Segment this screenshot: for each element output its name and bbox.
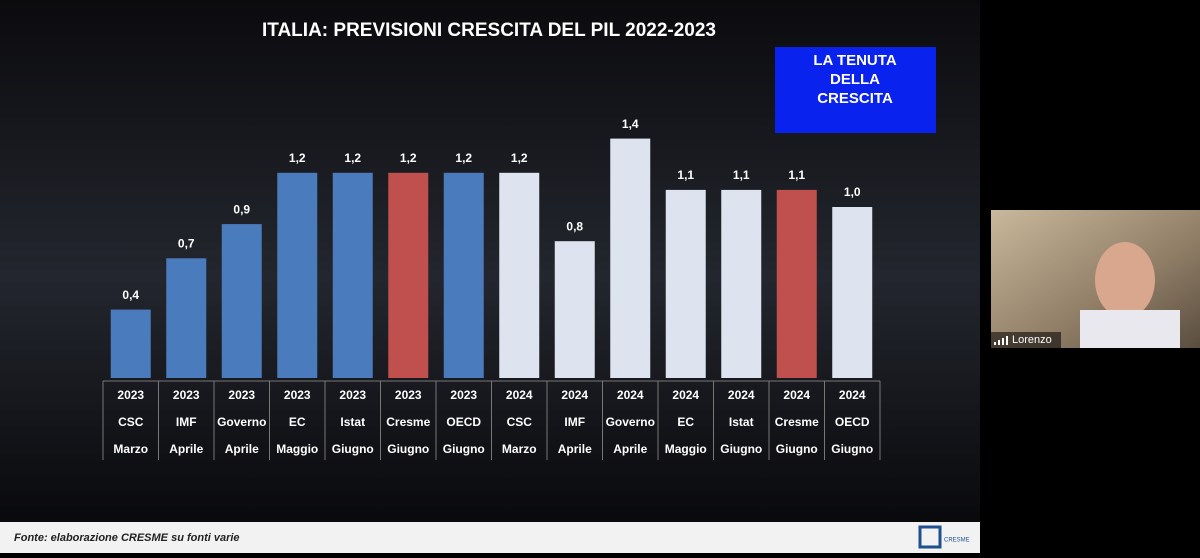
x-month: Aprile [558, 442, 592, 456]
x-source: Governo [606, 415, 655, 429]
x-month: Aprile [613, 442, 647, 456]
x-source: OECD [835, 415, 870, 429]
x-source: IMF [564, 415, 585, 429]
bar [277, 172, 318, 378]
highlight-line: DELLA [830, 71, 880, 88]
x-year: 2024 [728, 388, 755, 402]
x-month: Giugno [443, 442, 485, 456]
value-label: 1,1 [788, 168, 805, 182]
source-note: Fonte: elaborazione CRESME su fonti vari… [14, 532, 240, 544]
bar [221, 224, 262, 378]
x-month: Aprile [169, 442, 203, 456]
value-label: 1,2 [511, 151, 528, 165]
x-month: Giugno [387, 442, 429, 456]
chart-title: ITALIA: PREVISIONI CRESCITA DEL PIL 2022… [262, 20, 716, 41]
highlight-line: LA TENUTA [813, 52, 896, 69]
bar [332, 172, 373, 378]
bar [721, 189, 762, 378]
bar [110, 309, 151, 378]
bar [554, 241, 595, 378]
x-source: CSC [507, 415, 533, 429]
x-year: 2024 [839, 388, 866, 402]
bar [388, 172, 429, 378]
bar [166, 258, 207, 378]
x-year: 2023 [117, 388, 144, 402]
x-source: Governo [217, 415, 266, 429]
name-tag [991, 332, 1061, 348]
value-label: 1,1 [677, 168, 694, 182]
slide-footer [0, 522, 980, 553]
x-source: Cresme [775, 415, 819, 429]
highlight-line: CRESCITA [817, 90, 893, 107]
x-source: EC [289, 415, 306, 429]
value-label: 1,2 [400, 151, 417, 165]
highlight-box [775, 47, 936, 133]
highlight-box-text: LA TENUTA DELLA CRESCITA [813, 52, 896, 107]
x-year: 2023 [395, 388, 422, 402]
x-month: Marzo [113, 442, 148, 456]
chart: 0,4 2023 CSC Marzo 0,7 2023 IMF Aprile 0,9 2023 Go… [102, 117, 881, 460]
value-label: 0,4 [122, 288, 139, 302]
x-source: EC [677, 415, 694, 429]
x-year: 2023 [228, 388, 255, 402]
x-source: CSC [118, 415, 144, 429]
x-year: 2024 [506, 388, 533, 402]
bar [443, 172, 484, 378]
value-label: 1,0 [844, 185, 861, 199]
value-label: 0,9 [233, 202, 250, 216]
x-month: Aprile [225, 442, 259, 456]
logo-icon [918, 525, 942, 549]
logo-text: CRESME [944, 538, 970, 544]
bar [665, 189, 706, 378]
value-label: 1,4 [622, 117, 639, 131]
x-month: Marzo [502, 442, 537, 456]
x-month: Giugno [720, 442, 762, 456]
x-month: Giugno [776, 442, 818, 456]
x-source: OECD [446, 415, 481, 429]
x-source: IMF [176, 415, 197, 429]
signal-icon [994, 336, 1008, 345]
value-label: 1,2 [344, 151, 361, 165]
x-source: Istat [729, 415, 754, 429]
bar [832, 207, 873, 378]
x-month: Maggio [276, 442, 318, 456]
value-label: 1,2 [455, 151, 472, 165]
value-label: 1,1 [733, 168, 750, 182]
x-month: Giugno [332, 442, 374, 456]
value-label: 1,2 [289, 151, 306, 165]
x-year: 2024 [561, 388, 588, 402]
x-source: Cresme [386, 415, 430, 429]
x-source: Istat [340, 415, 365, 429]
x-month: Maggio [665, 442, 707, 456]
bar [499, 172, 540, 378]
bar [776, 189, 817, 378]
x-year: 2024 [783, 388, 810, 402]
x-month: Giugno [831, 442, 873, 456]
x-year: 2024 [672, 388, 699, 402]
x-year: 2023 [450, 388, 477, 402]
value-label: 0,7 [178, 236, 195, 250]
bar [610, 138, 651, 378]
x-year: 2023 [284, 388, 311, 402]
participant-name: Lorenzo [1012, 334, 1052, 346]
value-label: 0,8 [566, 219, 583, 233]
video-person [1095, 242, 1155, 318]
x-year: 2023 [173, 388, 200, 402]
video-person-shirt [1080, 310, 1180, 348]
x-year: 2023 [339, 388, 366, 402]
x-year: 2024 [617, 388, 644, 402]
